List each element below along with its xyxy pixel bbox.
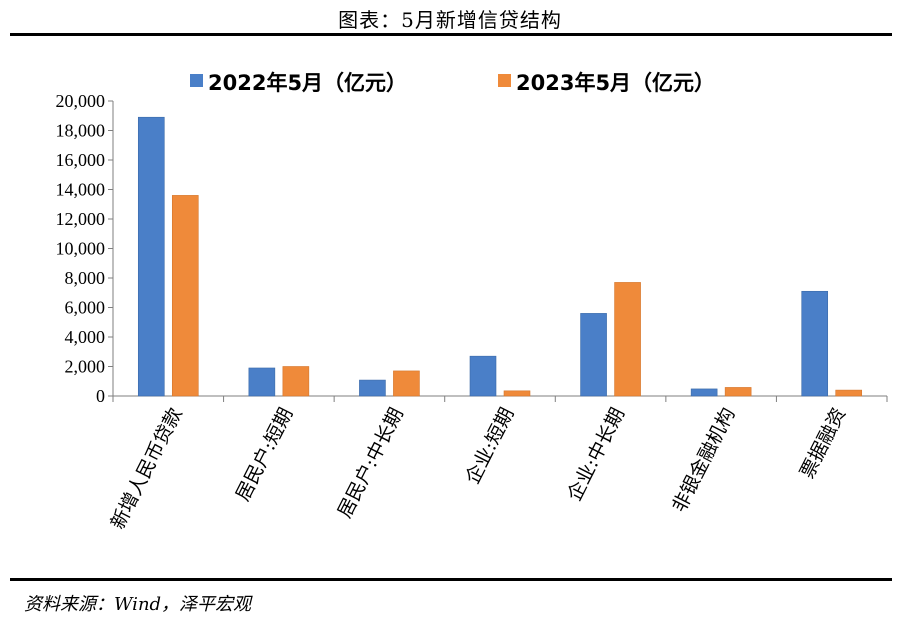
y-tick-label: 14,000 — [56, 180, 106, 200]
x-tick-label: 新增人民币贷款 — [107, 404, 187, 533]
top-divider — [10, 33, 892, 36]
x-tick-label: 企业:短期 — [461, 404, 518, 487]
bar-series-1-3 — [359, 379, 386, 397]
x-axis: 新增人民币贷款 居民户:短期 居民户:中长期 企业:短期 企业:中长期 非银金融机构 票据融… — [107, 395, 888, 533]
bar-series-2-3 — [393, 370, 420, 397]
bar-series-1-1 — [137, 116, 165, 397]
y-tick-label: 12,000 — [56, 209, 106, 229]
bottom-divider — [10, 578, 892, 581]
bar-series-2-7 — [835, 389, 863, 397]
chart-legend: 2022年5月（亿元） 2023年5月（亿元） — [190, 71, 715, 95]
bar-series-2-6 — [724, 387, 752, 397]
bar-series-2-2 — [282, 366, 310, 397]
y-tick-label: 4,000 — [65, 327, 106, 347]
y-axis: 0 2,000 4,000 6,000 8,000 10,000 12,000 14,000 1… — [56, 91, 114, 406]
bar-series-2-5 — [614, 282, 641, 397]
y-tick-label: 10,000 — [56, 239, 106, 259]
x-tick-label: 票据融资 — [796, 404, 850, 482]
legend-swatch-1 — [190, 74, 203, 87]
page-title: 图表：5月新增信贷结构 — [338, 8, 562, 32]
legend-label-1: 2022年5月（亿元） — [208, 71, 407, 95]
bar-chart: 2022年5月（亿元） 2023年5月（亿元） 0 2,000 4,000 6,000 8… — [56, 71, 888, 533]
legend-label-2: 2023年5月（亿元） — [516, 71, 715, 95]
bar-series-2-1 — [171, 195, 199, 397]
bar-series-1-2 — [248, 367, 276, 397]
x-tick-label: 居民户:短期 — [232, 404, 298, 504]
x-tick-label: 非银金融机构 — [668, 404, 739, 516]
bar-series-1-6 — [690, 388, 718, 397]
bar-series-1-7 — [801, 290, 829, 397]
bar-series-2-4 — [503, 390, 531, 397]
y-tick-label: 8,000 — [65, 268, 106, 288]
bar-series-1-4 — [469, 355, 497, 397]
x-tick-label: 企业:中长期 — [563, 404, 629, 504]
source-note: 资料来源：Wind，泽平宏观 — [24, 594, 252, 615]
y-tick-label: 2,000 — [65, 357, 106, 377]
bars-group — [137, 116, 863, 397]
legend-swatch-2 — [498, 74, 511, 87]
y-tick-label: 20,000 — [56, 91, 106, 111]
y-tick-label: 6,000 — [65, 298, 106, 318]
y-tick-label: 0 — [96, 386, 105, 406]
bar-series-1-5 — [580, 313, 607, 397]
y-tick-label: 16,000 — [56, 150, 106, 170]
y-tick-label: 18,000 — [56, 121, 106, 141]
x-tick-label: 居民户:中长期 — [334, 404, 408, 521]
